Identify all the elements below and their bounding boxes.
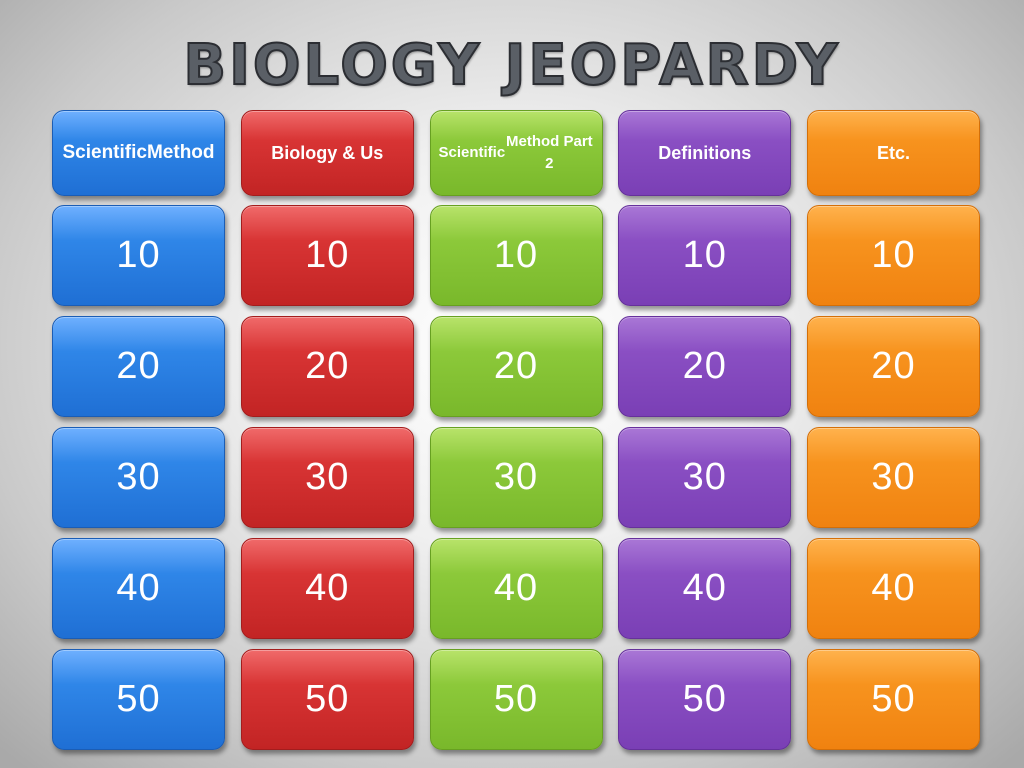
category-label: Definitions (658, 142, 752, 163)
page-title: BIOLOGY JEOPARDY (182, 32, 841, 99)
value-tile-scientific-method-part-2-20[interactable]: 20 (429, 316, 603, 417)
category-label: Biology & Us (271, 142, 384, 163)
value-row-30: 30 30 30 30 30 (52, 427, 980, 528)
value-tile-biology-and-us-30[interactable]: 30 (240, 427, 414, 528)
value-tile-scientific-method-40[interactable]: 40 (52, 538, 225, 639)
category-header-row: Scientific Method Biology & Us Scientifi… (52, 110, 980, 196)
value-tile-definitions-10[interactable]: 10 (618, 205, 792, 306)
value-tile-biology-and-us-50[interactable]: 50 (240, 649, 414, 750)
category-label-line: Scientific (62, 142, 147, 163)
value-tile-biology-and-us-40[interactable]: 40 (240, 538, 414, 639)
value-tile-scientific-method-50[interactable]: 50 (52, 649, 225, 750)
value-row-20: 20 20 20 20 20 (52, 316, 980, 417)
value-tile-etc-10[interactable]: 10 (807, 205, 980, 306)
value-tile-definitions-50[interactable]: 50 (618, 649, 792, 750)
category-header-scientific-method[interactable]: Scientific Method (52, 110, 225, 196)
value-tile-scientific-method-part-2-40[interactable]: 40 (429, 538, 603, 639)
category-header-biology-and-us[interactable]: Biology & Us (240, 110, 414, 196)
jeopardy-board: Scientific Method Biology & Us Scientifi… (52, 110, 980, 760)
value-tile-biology-and-us-10[interactable]: 10 (240, 205, 414, 306)
value-tile-scientific-method-part-2-50[interactable]: 50 (429, 649, 603, 750)
value-tile-etc-30[interactable]: 30 (807, 427, 980, 528)
value-row-10: 10 10 10 10 10 (52, 205, 980, 306)
value-tile-scientific-method-part-2-30[interactable]: 30 (429, 427, 603, 528)
value-tile-definitions-30[interactable]: 30 (618, 427, 792, 528)
value-tile-scientific-method-20[interactable]: 20 (52, 316, 225, 417)
value-tile-etc-50[interactable]: 50 (807, 649, 980, 750)
value-tile-definitions-20[interactable]: 20 (618, 316, 792, 417)
category-label-line: Method Part 2 (506, 133, 593, 172)
value-row-50: 50 50 50 50 50 (52, 649, 980, 750)
category-label-line: Scientific (438, 144, 506, 161)
value-tile-biology-and-us-20[interactable]: 20 (240, 316, 414, 417)
value-tile-scientific-method-part-2-10[interactable]: 10 (429, 205, 603, 306)
category-label: Etc. (876, 142, 910, 163)
value-tile-etc-20[interactable]: 20 (807, 316, 980, 417)
category-header-etc[interactable]: Etc. (807, 110, 980, 196)
category-header-definitions[interactable]: Definitions (618, 110, 792, 196)
value-tile-etc-40[interactable]: 40 (807, 538, 980, 639)
value-tile-scientific-method-30[interactable]: 30 (52, 427, 225, 528)
category-label-line: Method (146, 142, 215, 163)
value-tile-scientific-method-10[interactable]: 10 (52, 205, 225, 306)
value-row-40: 40 40 40 40 40 (52, 538, 980, 639)
value-tile-definitions-40[interactable]: 40 (618, 538, 792, 639)
category-header-scientific-method-part-2[interactable]: Scientific Method Part 2 (429, 110, 603, 196)
